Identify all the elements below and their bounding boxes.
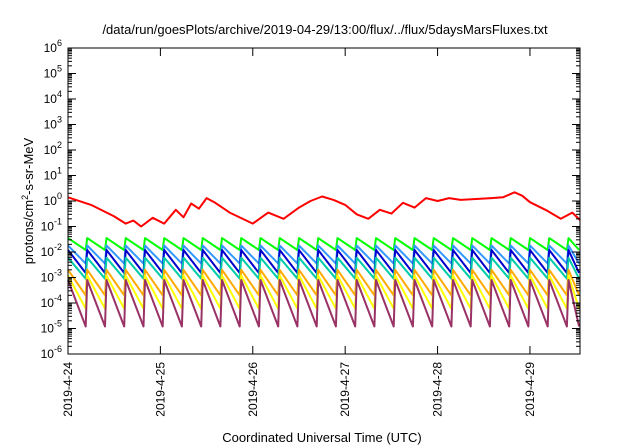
chart-title: /data/run/goesPlots/archive/2019-04-29/1… xyxy=(102,22,548,37)
y-tick-label-base: 10 xyxy=(44,92,58,106)
y-tick-label-exponent: -4 xyxy=(54,293,62,303)
x-tick-label: 2019-4-24 xyxy=(61,362,75,417)
series-line-6 xyxy=(67,274,581,310)
series-line-1 xyxy=(67,237,580,251)
series-line-0 xyxy=(67,191,581,228)
y-tick-label-exponent: -6 xyxy=(54,344,62,354)
y-tick-label: 102 xyxy=(44,140,62,157)
y-tick-label: 10-3 xyxy=(41,268,62,285)
x-tick-label: 2019-4-27 xyxy=(338,362,352,417)
axes-layer: 10-610-510-410-310-210-11001011021031041… xyxy=(41,38,581,417)
y-tick-label-base: 10 xyxy=(41,322,55,336)
y-axis-label-suffix: -s-sr-MeV xyxy=(21,137,36,194)
y-tick-label-exponent: 4 xyxy=(57,89,62,99)
y-tick-label: 10-2 xyxy=(41,242,62,259)
y-tick-label: 100 xyxy=(44,191,62,208)
y-tick-label-base: 10 xyxy=(41,271,55,285)
y-tick-label: 104 xyxy=(44,89,62,106)
y-tick-label-base: 10 xyxy=(44,194,58,208)
y-tick-label-exponent: -5 xyxy=(54,319,62,329)
x-axis-label: Coordinated Universal Time (UTC) xyxy=(222,430,421,445)
y-tick-label-base: 10 xyxy=(44,143,58,157)
y-tick-label: 10-5 xyxy=(41,319,62,336)
y-tick-label: 10-1 xyxy=(41,217,62,234)
y-tick-label-exponent: 1 xyxy=(57,166,62,176)
series-line-4 xyxy=(67,256,580,280)
y-tick-label-base: 10 xyxy=(44,169,58,183)
series-layer xyxy=(67,191,581,328)
y-tick-label-base: 10 xyxy=(41,296,55,310)
y-tick-label: 10-6 xyxy=(41,344,62,361)
series-line-3 xyxy=(67,249,581,274)
series-line-7 xyxy=(67,279,581,328)
y-tick-label-exponent: -1 xyxy=(54,217,62,227)
y-tick-label-exponent: 0 xyxy=(57,191,62,201)
y-axis-label: protons/cm2-s-sr-MeV xyxy=(20,137,36,264)
y-tick-label: 106 xyxy=(44,38,62,55)
x-tick-label: 2019-4-25 xyxy=(153,362,167,417)
y-tick-label-exponent: -3 xyxy=(54,268,62,278)
y-tick-label-exponent: -2 xyxy=(54,242,62,252)
y-tick-label-exponent: 3 xyxy=(57,115,62,125)
y-tick-label-exponent: 2 xyxy=(57,140,62,150)
series-line-2 xyxy=(67,244,580,265)
y-tick-label-exponent: 5 xyxy=(57,64,62,74)
y-tick-label-base: 10 xyxy=(41,245,55,259)
y-tick-label: 10-4 xyxy=(41,293,62,310)
x-tick-label: 2019-4-29 xyxy=(523,362,537,417)
y-tick-label-base: 10 xyxy=(44,41,58,55)
x-tick-label: 2019-4-26 xyxy=(246,362,260,417)
y-axis-label-superscript: 2 xyxy=(20,195,30,200)
y-tick-label-base: 10 xyxy=(41,347,55,361)
y-tick-label-base: 10 xyxy=(41,220,55,234)
y-axis-label-prefix: protons/cm xyxy=(21,200,36,264)
y-tick-label-base: 10 xyxy=(44,67,58,81)
x-tick-label: 2019-4-28 xyxy=(431,362,445,417)
y-tick-label-base: 10 xyxy=(44,118,58,132)
y-tick-label: 105 xyxy=(44,64,62,81)
series-line-5 xyxy=(67,268,581,297)
y-tick-label: 103 xyxy=(44,115,62,132)
y-tick-label-exponent: 6 xyxy=(57,38,62,48)
y-tick-label: 101 xyxy=(44,166,62,183)
